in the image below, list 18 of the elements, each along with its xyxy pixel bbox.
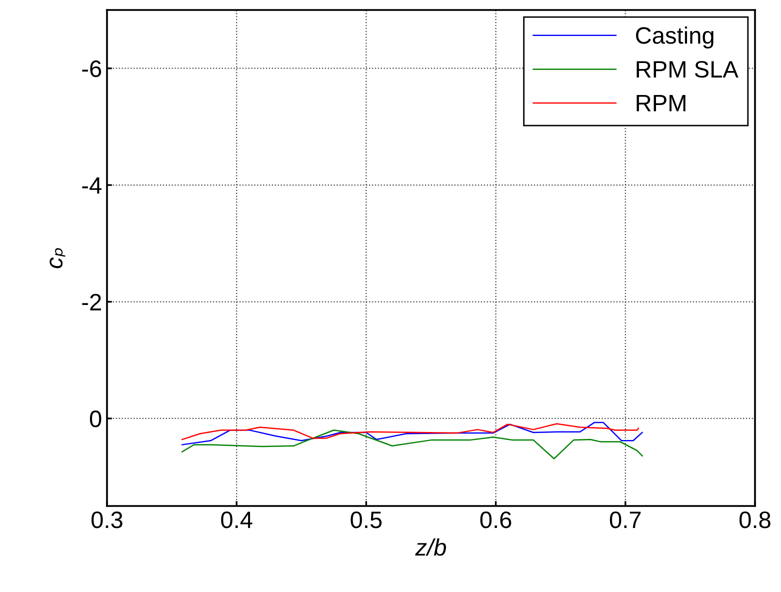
x-tick-label: 0.8 <box>740 511 770 528</box>
x-tick-label: 0.5 <box>350 511 382 528</box>
legend-label: RPM SLA <box>636 60 738 78</box>
x-tick-label: 0.4 <box>221 511 252 528</box>
legend-label: Casting <box>636 26 714 49</box>
y-tick-label: -2 <box>82 294 101 310</box>
x-axis-title: z/b <box>415 538 446 556</box>
line-series <box>182 423 639 440</box>
x-tick-label: 0.6 <box>480 511 512 528</box>
y-tick-label: 0 <box>90 410 102 428</box>
y-tick-label: -6 <box>82 60 102 78</box>
legend-label: RPM <box>636 95 686 112</box>
line-series <box>182 430 643 460</box>
x-tick-label: 0.3 <box>92 511 122 528</box>
y-axis-title: cₚ <box>50 248 66 268</box>
y-tick-label: -4 <box>82 177 102 194</box>
line-series <box>182 422 643 446</box>
x-tick-label: 0.7 <box>610 511 641 528</box>
